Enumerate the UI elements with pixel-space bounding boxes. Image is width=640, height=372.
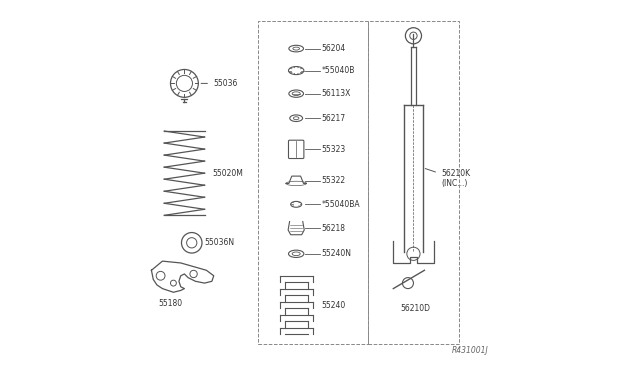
Text: 55036: 55036 xyxy=(201,79,237,88)
Text: 56113X: 56113X xyxy=(322,89,351,98)
Text: 56217: 56217 xyxy=(322,114,346,123)
Text: 56204: 56204 xyxy=(322,44,346,53)
Text: 55240N: 55240N xyxy=(322,249,352,258)
Text: 55036N: 55036N xyxy=(205,238,235,247)
Text: R431001J: R431001J xyxy=(452,346,488,355)
Text: *55040B: *55040B xyxy=(322,66,355,75)
Text: 55180: 55180 xyxy=(159,299,183,308)
Text: 56210D: 56210D xyxy=(401,304,431,313)
Text: 55020M: 55020M xyxy=(212,169,243,178)
Text: 55240: 55240 xyxy=(322,301,346,310)
Text: 56218: 56218 xyxy=(322,224,346,232)
Text: *55040BA: *55040BA xyxy=(322,200,360,209)
Text: 56210K
(INC...): 56210K (INC...) xyxy=(425,169,470,188)
Text: 55323: 55323 xyxy=(322,145,346,154)
Text: 55322: 55322 xyxy=(322,176,346,185)
